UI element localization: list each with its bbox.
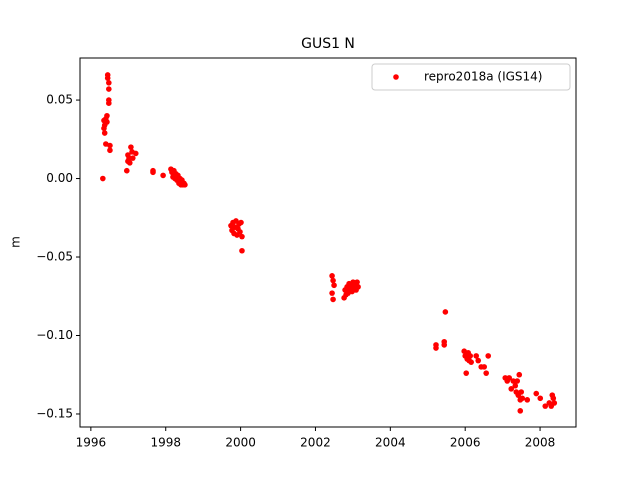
point <box>107 147 113 154</box>
point <box>126 160 133 166</box>
point <box>463 370 470 376</box>
point <box>182 182 188 188</box>
point <box>519 395 526 402</box>
point <box>329 273 335 279</box>
point <box>239 247 245 254</box>
point <box>516 371 523 378</box>
point <box>101 125 107 132</box>
point <box>433 345 439 351</box>
x-tick-label: 2000 <box>225 436 256 450</box>
point <box>537 395 544 402</box>
y-tick-label: 0.00 <box>46 171 73 185</box>
point <box>550 395 557 402</box>
legend-label: repro2018a (IGS14) <box>424 70 542 84</box>
legend-box <box>371 63 571 91</box>
point <box>475 357 482 364</box>
point <box>101 130 108 136</box>
point <box>512 382 519 389</box>
point <box>104 112 110 119</box>
point <box>330 277 336 284</box>
point <box>518 389 525 395</box>
point <box>467 353 474 359</box>
y-tick-label: 0.05 <box>46 93 73 107</box>
point <box>517 408 524 414</box>
x-tick-label: 2002 <box>300 436 331 450</box>
y-tick-label: −0.05 <box>36 250 73 264</box>
point <box>330 296 336 303</box>
point <box>510 378 517 384</box>
point <box>106 86 112 92</box>
point <box>441 342 448 348</box>
point <box>542 403 549 409</box>
point <box>150 169 156 176</box>
point <box>104 75 111 81</box>
legend-marker <box>393 74 399 80</box>
x-tick-label: 2006 <box>450 436 481 450</box>
point <box>237 229 243 235</box>
point <box>442 309 449 315</box>
point <box>354 279 360 285</box>
point <box>506 375 513 381</box>
point <box>132 150 139 157</box>
point <box>106 100 112 107</box>
chart-title: GUS1 N <box>301 36 355 52</box>
point <box>104 119 110 125</box>
point <box>481 364 488 370</box>
point <box>473 353 480 359</box>
point <box>100 175 106 182</box>
point <box>485 353 492 359</box>
point <box>468 359 474 365</box>
point <box>129 155 136 161</box>
point <box>238 219 244 226</box>
y-tick-label: −0.10 <box>36 328 73 342</box>
x-tick-label: 1996 <box>76 436 107 450</box>
axes-frame <box>79 57 577 428</box>
y-axis-label: m <box>9 236 23 248</box>
point <box>483 370 489 376</box>
point <box>533 390 540 397</box>
y-tick-label: −0.15 <box>36 406 73 420</box>
point <box>239 233 245 240</box>
point <box>508 386 515 392</box>
point <box>125 152 131 158</box>
point <box>524 397 531 403</box>
point <box>103 141 109 147</box>
point <box>106 79 112 86</box>
point <box>128 144 134 150</box>
point <box>355 284 361 290</box>
x-tick-label: 2004 <box>375 436 406 450</box>
point <box>123 167 130 174</box>
x-tick-label: 1998 <box>150 436 181 450</box>
x-tick-label: 2008 <box>525 436 556 450</box>
point <box>329 290 335 296</box>
point <box>551 400 558 406</box>
point <box>331 282 337 289</box>
point <box>514 378 521 384</box>
point <box>160 172 166 179</box>
